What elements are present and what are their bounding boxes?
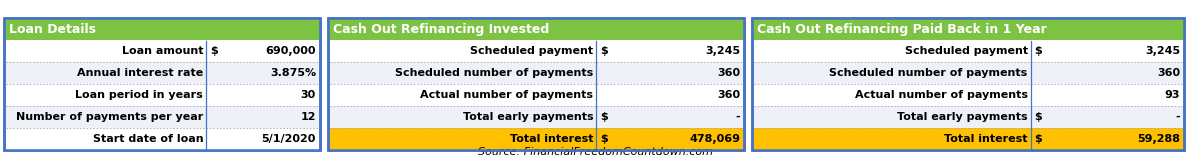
Bar	[753, 40, 1183, 62]
Bar	[4, 18, 320, 150]
Text: $: $	[600, 112, 608, 122]
Text: 93: 93	[1165, 90, 1180, 100]
Bar	[6, 40, 319, 62]
Text: Cash Out Refinancing Paid Back in 1 Year: Cash Out Refinancing Paid Back in 1 Year	[757, 23, 1047, 35]
Bar	[753, 106, 1183, 128]
Text: Scheduled payment: Scheduled payment	[904, 46, 1028, 56]
Text: Scheduled number of payments: Scheduled number of payments	[395, 68, 594, 78]
Text: Actual number of payments: Actual number of payments	[420, 90, 594, 100]
Bar	[330, 62, 743, 84]
Bar	[4, 18, 320, 150]
Bar	[328, 18, 744, 150]
Text: 360: 360	[716, 90, 740, 100]
Text: Scheduled payment: Scheduled payment	[470, 46, 594, 56]
Text: Annual interest rate: Annual interest rate	[77, 68, 203, 78]
Bar	[753, 62, 1183, 84]
Bar	[330, 106, 743, 128]
Text: 690,000: 690,000	[265, 46, 317, 56]
Text: $: $	[1034, 112, 1042, 122]
Text: Loan Details: Loan Details	[10, 23, 96, 35]
Text: Loan period in years: Loan period in years	[75, 90, 203, 100]
Bar	[752, 18, 1184, 40]
Text: 59,288: 59,288	[1136, 134, 1180, 144]
Bar	[6, 84, 319, 105]
Bar	[6, 106, 319, 128]
Text: Scheduled number of payments: Scheduled number of payments	[829, 68, 1028, 78]
Bar	[753, 84, 1183, 105]
Bar	[330, 40, 743, 62]
Text: $: $	[211, 46, 218, 56]
Text: 3.875%: 3.875%	[270, 68, 317, 78]
Text: 360: 360	[716, 68, 740, 78]
Text: Cash Out Refinancing Invested: Cash Out Refinancing Invested	[333, 23, 550, 35]
Text: $: $	[600, 134, 608, 144]
Text: Source: FinancialFreedomCountdown.com: Source: FinancialFreedomCountdown.com	[477, 147, 713, 157]
Bar	[330, 128, 743, 150]
Text: Total early payments: Total early payments	[897, 112, 1028, 122]
Text: $: $	[1034, 134, 1042, 144]
Bar	[6, 128, 319, 150]
Text: $: $	[1034, 46, 1042, 56]
Bar	[328, 18, 744, 150]
Text: 360: 360	[1157, 68, 1180, 78]
Text: 3,245: 3,245	[1145, 46, 1180, 56]
Text: 5/1/2020: 5/1/2020	[262, 134, 317, 144]
Text: -: -	[1176, 112, 1180, 122]
Text: 12: 12	[301, 112, 317, 122]
Bar	[330, 84, 743, 105]
Bar	[752, 18, 1184, 150]
Text: Loan amount: Loan amount	[121, 46, 203, 56]
Text: 30: 30	[301, 90, 317, 100]
Text: Actual number of payments: Actual number of payments	[854, 90, 1028, 100]
Text: $: $	[600, 46, 608, 56]
Text: Total interest: Total interest	[509, 134, 594, 144]
Text: Number of payments per year: Number of payments per year	[15, 112, 203, 122]
Bar	[4, 18, 320, 40]
Bar	[328, 18, 744, 40]
Text: 478,069: 478,069	[689, 134, 740, 144]
Bar	[752, 18, 1184, 150]
Text: -: -	[735, 112, 740, 122]
Text: Total early payments: Total early payments	[463, 112, 594, 122]
Text: Total interest: Total interest	[944, 134, 1028, 144]
Text: 3,245: 3,245	[704, 46, 740, 56]
Text: Start date of loan: Start date of loan	[93, 134, 203, 144]
Bar	[6, 62, 319, 84]
Bar	[753, 128, 1183, 150]
